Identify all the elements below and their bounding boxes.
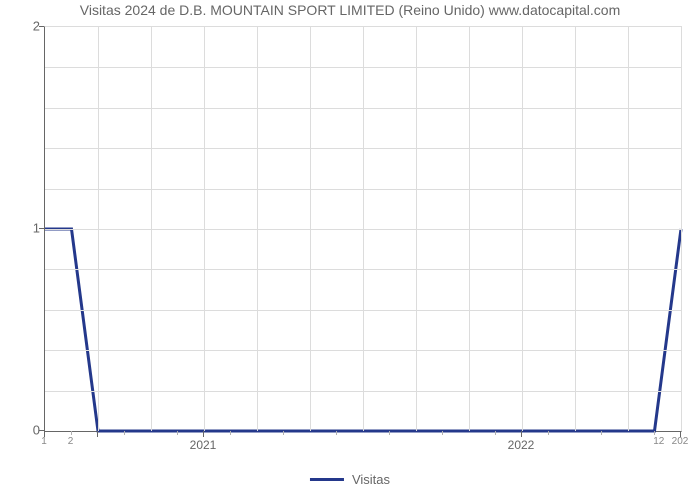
x-tick-minor xyxy=(230,431,231,435)
x-tick-minor xyxy=(71,431,72,435)
x-tick-minor xyxy=(442,431,443,435)
x-tick-label-small: 12 xyxy=(653,436,664,447)
gridline-v xyxy=(257,27,258,431)
x-tick-major xyxy=(203,431,204,437)
x-tick-minor xyxy=(654,431,655,435)
x-tick-label-small: 202 xyxy=(672,436,689,447)
legend: Visitas xyxy=(310,472,390,487)
gridline-v xyxy=(204,27,205,431)
x-tick-label-small: 2 xyxy=(68,436,74,447)
x-tick-minor xyxy=(177,431,178,435)
plot-area xyxy=(44,26,682,432)
x-tick-major xyxy=(521,431,522,437)
gridline-v xyxy=(363,27,364,431)
y-tick-label: 2 xyxy=(24,19,40,34)
gridline-v xyxy=(151,27,152,431)
x-tick-label-small: 1 xyxy=(41,436,47,447)
x-tick-label: 2022 xyxy=(508,438,535,452)
x-tick-label: 2021 xyxy=(190,438,217,452)
gridline-v xyxy=(98,27,99,431)
gridline-v xyxy=(416,27,417,431)
gridline-v xyxy=(681,27,682,431)
x-tick-major xyxy=(97,431,98,437)
x-tick-minor xyxy=(336,431,337,435)
gridline-v xyxy=(310,27,311,431)
legend-label: Visitas xyxy=(352,472,390,487)
x-tick-minor xyxy=(495,431,496,435)
x-tick-minor xyxy=(601,431,602,435)
chart-container: Visitas 2024 de D.B. MOUNTAIN SPORT LIMI… xyxy=(0,0,700,500)
x-tick-minor xyxy=(283,431,284,435)
y-tick-label: 1 xyxy=(24,221,40,236)
x-tick-minor xyxy=(124,431,125,435)
legend-swatch xyxy=(310,478,344,481)
x-tick-minor xyxy=(548,431,549,435)
gridline-v xyxy=(575,27,576,431)
gridline-v xyxy=(522,27,523,431)
y-tick-label: 0 xyxy=(24,423,40,438)
gridline-v xyxy=(469,27,470,431)
chart-title: Visitas 2024 de D.B. MOUNTAIN SPORT LIMI… xyxy=(0,2,700,18)
gridline-v xyxy=(628,27,629,431)
x-tick-minor xyxy=(389,431,390,435)
